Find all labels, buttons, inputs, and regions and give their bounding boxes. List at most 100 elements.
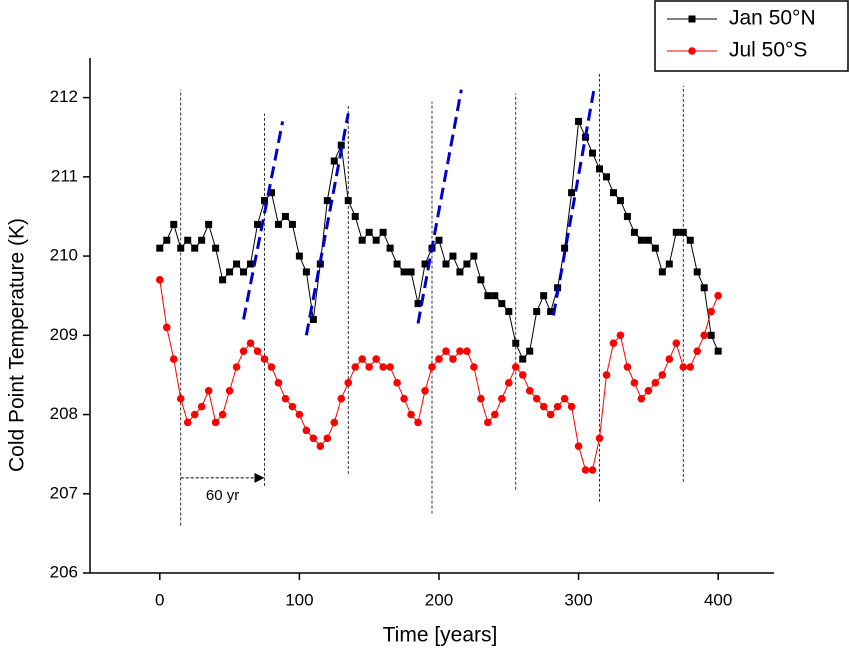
marker (163, 236, 171, 244)
marker (435, 236, 443, 244)
marker (205, 220, 213, 228)
marker (337, 394, 346, 403)
marker (463, 260, 471, 268)
marker (170, 220, 178, 228)
marker (532, 394, 541, 403)
marker (491, 292, 499, 300)
marker (561, 244, 569, 252)
marker (714, 347, 722, 355)
marker (602, 173, 610, 181)
annotation: 60 yr (206, 487, 239, 504)
legend-label: Jul 50°S (729, 39, 807, 62)
marker (386, 244, 394, 252)
marker (358, 236, 366, 244)
marker (630, 228, 638, 236)
trend-line (416, 89, 463, 324)
marker (505, 308, 513, 316)
marker (400, 394, 408, 403)
marker (281, 212, 289, 220)
marker (484, 418, 492, 427)
marker (519, 355, 527, 363)
marker (546, 410, 555, 419)
marker (700, 284, 708, 292)
marker (232, 363, 241, 371)
marker (407, 410, 415, 419)
marker (183, 418, 192, 427)
marker (707, 331, 715, 339)
marker (372, 236, 380, 244)
x-tick-label: 100 (285, 590, 313, 609)
marker (351, 363, 360, 371)
y-tick-label: 206 (50, 562, 78, 581)
x-tick-label: 200 (425, 590, 453, 609)
y-axis-label: Cold Point Temperature (K) (6, 218, 29, 472)
marker (553, 402, 562, 411)
marker (477, 394, 485, 403)
marker (511, 363, 520, 371)
marker (225, 386, 234, 395)
marker (365, 228, 373, 236)
marker (484, 292, 492, 300)
marker (414, 300, 422, 308)
marker (260, 197, 268, 205)
legend-label: Jan 50°N (729, 7, 816, 30)
marker (449, 252, 457, 260)
marker (400, 268, 408, 276)
y-tick-label: 210 (50, 246, 78, 265)
marker (330, 418, 339, 427)
marker (316, 442, 325, 451)
marker (679, 228, 687, 236)
marker (518, 371, 527, 379)
x-axis-label: Time [years] (383, 624, 498, 647)
marker (442, 347, 450, 355)
marker (456, 347, 464, 355)
marker (470, 252, 478, 260)
marker (379, 228, 387, 236)
marker (435, 355, 443, 363)
marker (274, 379, 283, 387)
marker (623, 212, 631, 220)
marker (351, 212, 359, 220)
marker (665, 260, 673, 268)
marker (560, 394, 569, 403)
marker (644, 236, 652, 244)
marker (330, 157, 338, 165)
x-tick-label: 300 (564, 590, 592, 609)
trend-line (304, 113, 350, 336)
marker (323, 434, 332, 443)
marker (512, 339, 520, 347)
marker (393, 260, 401, 268)
marker (254, 220, 262, 228)
marker (407, 268, 415, 276)
marker (393, 379, 401, 387)
marker (379, 363, 387, 371)
marker (421, 386, 429, 395)
marker (596, 165, 604, 173)
marker (267, 363, 276, 371)
marker (644, 386, 653, 395)
marker (449, 355, 457, 363)
marker (428, 363, 436, 371)
marker (191, 244, 199, 252)
marker (651, 244, 659, 252)
marker (504, 379, 513, 387)
marker (337, 141, 345, 149)
marker (539, 402, 548, 411)
marker (693, 268, 701, 276)
marker (456, 268, 464, 276)
marker (637, 236, 645, 244)
marker (253, 347, 262, 355)
marker (414, 418, 422, 427)
marker (700, 331, 709, 340)
marker (575, 117, 583, 125)
marker (358, 355, 367, 363)
marker (672, 228, 680, 236)
marker (219, 276, 227, 284)
x-tick-label: 400 (704, 590, 732, 609)
marker (240, 268, 248, 276)
marker (239, 347, 248, 355)
marker (211, 418, 220, 427)
marker (470, 363, 478, 371)
marker (672, 339, 681, 348)
marker (218, 410, 227, 419)
